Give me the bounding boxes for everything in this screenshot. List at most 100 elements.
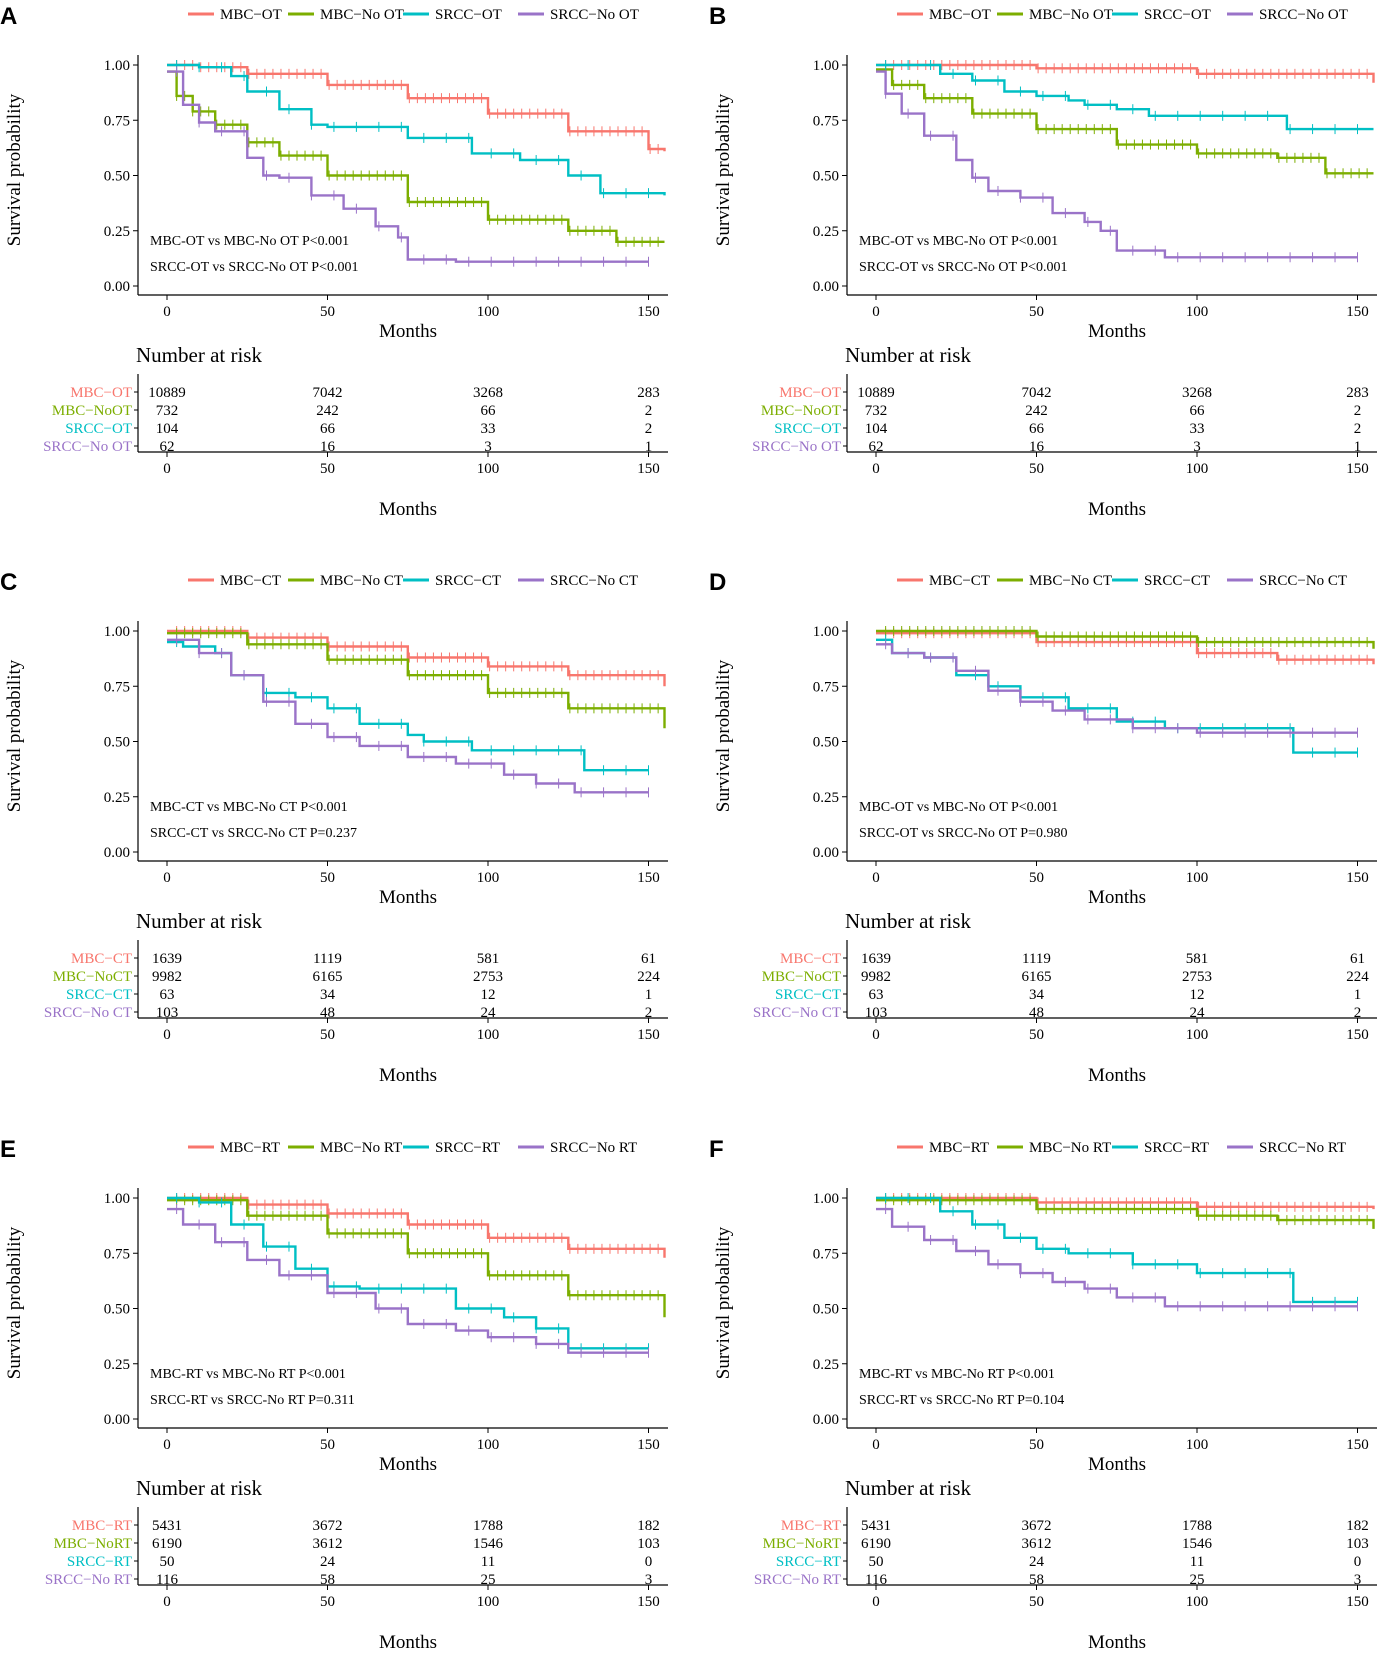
risk-value: 33 <box>481 421 496 437</box>
risk-value: 66 <box>1190 403 1206 419</box>
risk-value: 0 <box>1354 1554 1362 1570</box>
y-tick-label: 0.50 <box>813 735 839 751</box>
risk-value: 3 <box>484 439 492 455</box>
y-tick-label: 0.75 <box>104 1246 130 1262</box>
survival-curve <box>167 1196 666 1258</box>
survival-curve <box>876 1207 1358 1308</box>
risk-x-tick-label: 50 <box>320 1594 335 1610</box>
panel-A: A MBC−OT MBC−No OT SRCC−OT SRCC−No OT 0.00 0.2… <box>0 3 668 520</box>
p-value-annotation: MBC-OT vs MBC-No OT P<0.001 <box>150 234 349 249</box>
risk-value: 3612 <box>313 1536 343 1552</box>
legend-label: SRCC−OT <box>1144 7 1211 23</box>
risk-row-label: MBC−NoCT <box>762 969 841 985</box>
risk-value: 63 <box>160 987 175 1003</box>
risk-value: 182 <box>1346 1518 1369 1534</box>
x-tick-label: 50 <box>320 304 335 320</box>
risk-row-label: SRCC−No CT <box>753 1005 841 1021</box>
risk-value: 1788 <box>473 1518 503 1534</box>
survival-curve <box>876 629 1375 649</box>
risk-x-tick-label: 150 <box>637 461 660 477</box>
risk-value: 1 <box>645 439 653 455</box>
risk-table-title: Number at risk <box>845 343 971 367</box>
risk-value: 48 <box>1029 1005 1044 1021</box>
survival-curve <box>167 1199 666 1318</box>
risk-value: 2 <box>645 403 653 419</box>
x-tick-label: 50 <box>320 870 335 886</box>
p-value-annotation: SRCC-CT vs SRCC-No CT P=0.237 <box>150 826 357 841</box>
risk-value: 3268 <box>1182 385 1212 401</box>
risk-value: 104 <box>156 421 179 437</box>
risk-row-label: MBC−NoRT <box>763 1536 841 1552</box>
risk-value: 103 <box>865 1005 888 1021</box>
y-tick-label: 1.00 <box>813 1191 839 1207</box>
legend-label: MBC−RT <box>220 1140 280 1156</box>
risk-x-tick-label: 100 <box>477 1594 500 1610</box>
risk-value: 50 <box>869 1554 884 1570</box>
curves <box>876 60 1375 263</box>
x-axis-title: Months <box>379 321 437 342</box>
x-tick-label: 150 <box>1346 304 1369 320</box>
legend-label: SRCC−No CT <box>550 573 638 589</box>
risk-x-axis-title: Months <box>1088 1065 1146 1086</box>
x-axis-title: Months <box>1088 321 1146 342</box>
risk-row-label: MBC−CT <box>780 951 841 967</box>
y-tick-label: 0.25 <box>813 224 839 240</box>
risk-x-tick-label: 0 <box>163 1027 171 1043</box>
legend-label: MBC−No OT <box>320 7 404 23</box>
risk-value: 66 <box>1029 421 1045 437</box>
x-tick-label: 100 <box>1186 870 1209 886</box>
risk-value: 33 <box>1190 421 1205 437</box>
p-value-annotation: MBC-RT vs MBC-No RT P<0.001 <box>859 1367 1055 1382</box>
risk-value: 1788 <box>1182 1518 1212 1534</box>
y-tick-label: 0.75 <box>104 679 130 695</box>
risk-value: 103 <box>156 1005 179 1021</box>
risk-x-tick-label: 150 <box>1346 1594 1369 1610</box>
panel-letter: F <box>709 1136 724 1163</box>
survival-curve <box>876 63 1374 131</box>
y-tick-label: 0.00 <box>813 1412 839 1428</box>
risk-x-tick-label: 0 <box>872 1027 880 1043</box>
risk-table-title: Number at risk <box>845 909 971 933</box>
y-tick-label: 0.50 <box>104 1302 130 1318</box>
x-tick-label: 0 <box>163 870 171 886</box>
risk-value: 7042 <box>1022 385 1052 401</box>
risk-x-tick-label: 0 <box>872 461 880 477</box>
panel-D: D MBC−CT MBC−No CT SRCC−CT SRCC−No CT 0.00 0.2… <box>709 569 1377 1086</box>
legend-label: MBC−CT <box>929 573 990 589</box>
risk-value: 2753 <box>473 969 503 985</box>
survival-curve <box>167 63 666 196</box>
y-axis-title: Survival probability <box>4 659 25 812</box>
panel-B: B MBC−OT MBC−No OT SRCC−OT SRCC−No OT 0.00 0.2… <box>709 3 1377 520</box>
risk-value: 581 <box>1186 951 1209 967</box>
risk-row-label: MBC−NoOT <box>761 403 841 419</box>
survival-curve <box>167 70 649 263</box>
risk-value: 63 <box>869 987 884 1003</box>
risk-value: 2 <box>1354 403 1362 419</box>
risk-value: 224 <box>637 969 660 985</box>
risk-x-tick-label: 100 <box>477 1027 500 1043</box>
survival-curve <box>876 63 1375 83</box>
risk-value: 2 <box>645 1005 653 1021</box>
risk-value: 224 <box>1346 969 1369 985</box>
legend-label: MBC−CT <box>220 573 281 589</box>
y-tick-label: 0.00 <box>104 1412 130 1428</box>
survival-curve <box>167 638 649 794</box>
legend-label: MBC−OT <box>220 7 282 23</box>
risk-value: 24 <box>1029 1554 1045 1570</box>
curves <box>876 1193 1375 1312</box>
risk-row-label: SRCC−No OT <box>43 439 132 455</box>
risk-value: 3 <box>645 1572 653 1588</box>
risk-value: 34 <box>1029 987 1045 1003</box>
y-tick-label: 0.50 <box>813 169 839 185</box>
risk-value: 104 <box>865 421 888 437</box>
risk-value: 9982 <box>861 969 891 985</box>
risk-value: 10889 <box>148 385 186 401</box>
legend-label: SRCC−No CT <box>1259 573 1347 589</box>
p-value-annotation: MBC-CT vs MBC-No CT P<0.001 <box>150 800 348 815</box>
legend-label: MBC−OT <box>929 7 991 23</box>
legend-label: MBC−No OT <box>1029 7 1113 23</box>
risk-value: 61 <box>1350 951 1365 967</box>
survival-curve <box>876 1196 1358 1304</box>
risk-value: 6165 <box>313 969 343 985</box>
